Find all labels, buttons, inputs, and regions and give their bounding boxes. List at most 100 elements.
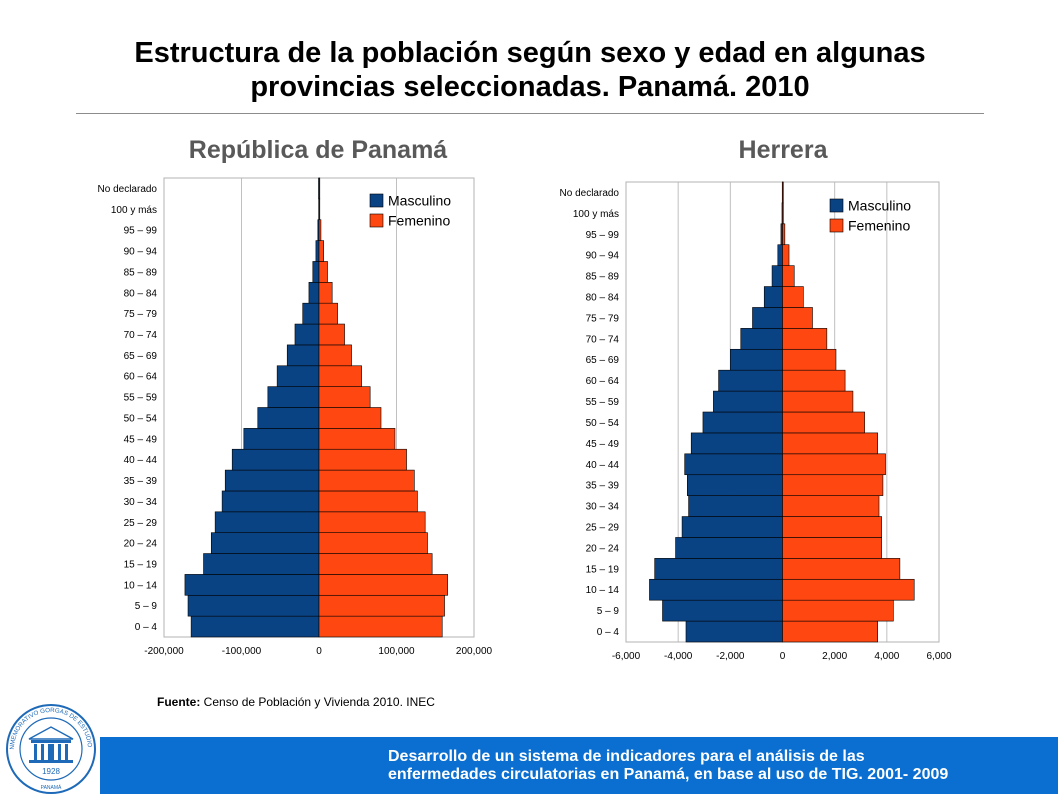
bar-masculino [685,620,783,643]
legend-swatch-masculino [369,193,384,208]
y-tick-label: 85 – 89 [124,267,158,278]
bar-femenino [318,574,448,596]
x-tick-label: -6,000 [612,651,641,662]
bar-femenino [318,240,324,262]
bar-masculino [257,407,320,429]
bar-femenino [782,286,804,308]
bar-femenino [782,474,884,496]
bar-masculino [686,474,783,496]
legend-label-femenino: Femenino [388,213,450,229]
bar-masculino [308,282,320,304]
y-tick-label: 5 – 9 [135,601,158,612]
bar-masculino [214,511,320,533]
y-tick-label: 15 – 19 [586,564,620,575]
legend-swatch-femenino [829,218,844,233]
y-tick-label: 5 – 9 [597,606,620,617]
bar-femenino [782,348,837,371]
legend-label-femenino: Femenino [848,218,910,234]
y-tick-label: 10 – 14 [124,580,158,591]
bar-femenino [318,511,426,533]
y-tick-label: 45 – 49 [124,434,158,445]
y-tick-label: 25 – 29 [586,523,620,534]
y-tick-label: 95 – 99 [124,226,158,237]
bar-masculino [684,453,783,476]
y-tick-label: 95 – 99 [586,230,620,241]
bar-femenino [782,369,846,392]
y-tick-label: 55 – 59 [586,397,620,408]
bar-masculino [210,532,320,554]
bar-femenino [318,428,396,450]
bar-masculino [184,574,320,596]
chart-title-herrera: Herrera [738,136,828,164]
bar-femenino [782,537,882,559]
y-tick-label: 80 – 84 [586,293,620,304]
bar-masculino [771,265,783,287]
bar-femenino [782,599,894,622]
bar-femenino [318,532,428,554]
bar-masculino [315,240,320,262]
bar-masculino [267,386,320,408]
pyramid-chart-panama: 0 – 4 5 – 9 10 – 14 15 – 19 20 – 24 25 – 29 30… [98,177,493,657]
footer-line-1: Desarrollo de un sistema de indicadores … [388,748,865,765]
bar-femenino [318,323,345,346]
legend-label-masculino: Masculino [848,198,911,214]
y-tick-label: 100 y más [573,209,619,220]
bar-femenino [782,265,795,287]
x-tick-label: 4,000 [874,651,899,662]
y-tick-label: 80 – 84 [124,288,158,299]
bar-femenino [318,615,443,638]
bar-femenino [318,344,352,367]
bar-femenino [782,328,828,350]
legend-swatch-masculino [829,198,844,213]
bar-masculino [777,244,783,266]
bar-femenino [318,490,418,513]
y-tick-label: 30 – 34 [586,502,620,513]
y-tick-label: 70 – 74 [586,334,620,345]
x-tick-label: -4,000 [664,651,693,662]
bar-femenino [782,181,784,204]
chart-title-panama: República de Panamá [188,136,448,164]
bar-masculino [740,328,783,350]
bar-masculino [276,365,320,387]
bar-masculino [675,537,783,559]
bar-masculino [294,323,320,346]
y-tick-label: 15 – 19 [124,559,158,570]
x-tick-label: 200,000 [456,646,493,657]
bar-femenino [782,411,865,434]
source-label: Fuente: [157,695,201,709]
y-tick-label: 85 – 89 [586,272,620,283]
bar-femenino [782,307,813,329]
legend-swatch-femenino [369,213,384,228]
bar-femenino [782,244,790,266]
bar-masculino [312,261,320,283]
bar-masculino [224,469,320,492]
bar-masculino [713,390,783,413]
bar-femenino [318,448,407,471]
bar-femenino [782,578,915,601]
y-tick-label: 40 – 44 [586,460,620,471]
bar-femenino [318,386,371,408]
y-tick-label: 25 – 29 [124,518,158,529]
bar-masculino [243,428,320,450]
x-tick-label: 6,000 [926,651,951,662]
bar-masculino [681,516,783,538]
bar-masculino [702,411,783,434]
bar-femenino [318,469,415,492]
title-line-1: Estructura de la población según sexo y … [134,37,926,69]
y-tick-label: 0 – 4 [597,627,620,638]
x-tick-label: 2,000 [822,651,847,662]
bar-femenino [318,302,338,325]
bar-masculino [187,594,320,617]
y-tick-label: 75 – 79 [586,313,620,324]
bar-femenino [318,282,333,304]
y-tick-label: 55 – 59 [124,393,158,404]
y-tick-label: 50 – 54 [586,418,620,429]
bar-femenino [782,558,901,580]
legend-label-masculino: Masculino [388,193,451,209]
bar-masculino [190,615,320,638]
y-tick-label: 65 – 69 [124,351,158,362]
y-tick-label: 100 y más [111,205,157,216]
bar-femenino [318,553,433,575]
y-tick-label: 65 – 69 [586,355,620,366]
y-tick-label: 45 – 49 [586,439,620,450]
